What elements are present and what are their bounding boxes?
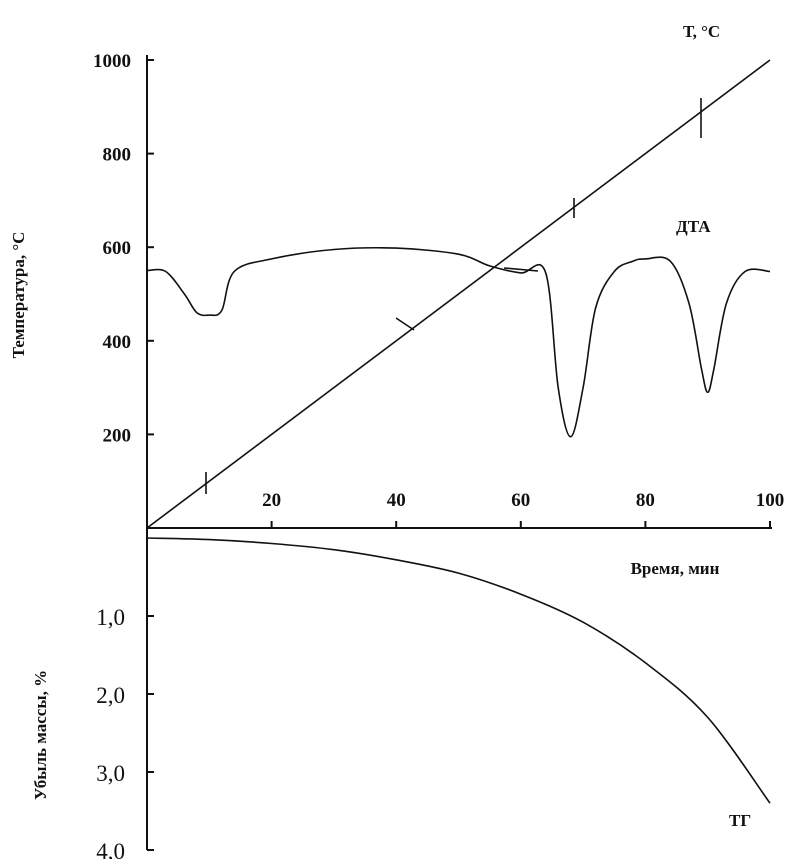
mass-loss-tick-label: 2,0 bbox=[96, 683, 125, 708]
time-tick-label: 100 bbox=[756, 490, 785, 511]
time-tick-label: 60 bbox=[511, 490, 530, 511]
time-tick-group: 20 40 60 80 100 bbox=[262, 490, 784, 528]
mass-loss-tick-group: 1,0 2,0 3,0 4,0 bbox=[96, 605, 154, 859]
temperature-tick-label: 1000 bbox=[93, 51, 131, 72]
temperature-tick-group: 200 400 600 800 1000 bbox=[93, 51, 154, 446]
temperature-series-label: Т, °С bbox=[683, 22, 720, 41]
temperature-line-marks bbox=[206, 98, 701, 494]
temperature-axis-label: Температура, °С bbox=[9, 232, 28, 359]
time-tick-label: 80 bbox=[636, 490, 655, 511]
temperature-tick-label: 400 bbox=[103, 332, 132, 353]
mass-loss-tick-label: 1,0 bbox=[96, 605, 125, 630]
mass-loss-axis-label: Убыль массы, % bbox=[31, 670, 50, 800]
temperature-tick-label: 800 bbox=[103, 145, 132, 166]
temperature-line bbox=[147, 60, 770, 528]
temp-line-mark bbox=[396, 318, 414, 330]
tg-series-label: ТГ bbox=[729, 811, 751, 830]
mass-loss-tick-label: 3,0 bbox=[96, 761, 125, 786]
dta-curve bbox=[147, 248, 770, 437]
dta-series-label: ДТА bbox=[676, 217, 711, 236]
time-axis-label: Время, мин bbox=[631, 559, 720, 578]
mass-loss-tick-label: 4,0 bbox=[96, 839, 125, 859]
temperature-tick-label: 600 bbox=[103, 238, 132, 259]
time-tick-label: 40 bbox=[387, 490, 406, 511]
time-tick-label: 20 bbox=[262, 490, 281, 511]
temperature-tick-label: 200 bbox=[103, 425, 132, 446]
